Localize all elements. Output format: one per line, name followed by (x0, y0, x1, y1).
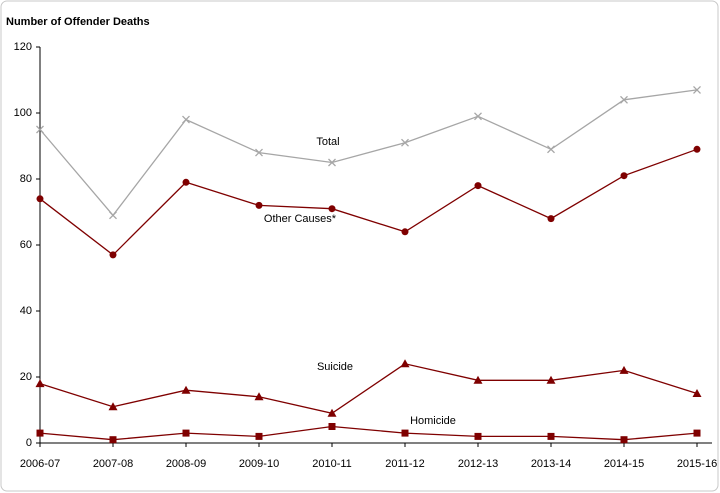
series-line (39, 363, 698, 414)
point (693, 429, 701, 437)
point (401, 429, 409, 437)
y-tick-label: 120 (14, 41, 32, 53)
point (473, 375, 483, 384)
series-line (39, 89, 698, 217)
series-line (39, 148, 698, 256)
point (109, 211, 117, 220)
point (328, 205, 336, 213)
series-line (39, 425, 698, 441)
point (255, 432, 263, 440)
point (328, 158, 336, 167)
y-tick-label: 20 (20, 371, 32, 383)
point (474, 182, 482, 190)
point (328, 423, 336, 430)
point (182, 115, 190, 124)
point (182, 178, 190, 186)
y-tick-label: 0 (26, 437, 32, 449)
point (401, 138, 409, 147)
point (254, 392, 264, 401)
point (400, 359, 410, 368)
point (547, 432, 555, 440)
y-tick-label: 80 (20, 173, 32, 185)
x-tick-label: 2008-09 (166, 458, 206, 470)
point (255, 201, 263, 209)
point (620, 95, 628, 104)
series-label: Total (316, 136, 339, 148)
point (401, 228, 409, 236)
point (35, 379, 45, 388)
x-tick-label: 2006-07 (20, 458, 60, 470)
point (108, 402, 118, 411)
x-tick-label: 2007-08 (93, 458, 133, 470)
x-tick-label: 2010-11 (312, 458, 352, 470)
point (620, 172, 628, 180)
y-tick-label: 40 (20, 305, 32, 317)
x-tick-label: 2009-10 (239, 458, 279, 470)
point (181, 385, 191, 394)
series-label: Suicide (317, 361, 353, 373)
point (546, 375, 556, 384)
y-tick-label: 100 (14, 107, 32, 119)
x-tick-label: 2012-13 (458, 458, 498, 470)
point (36, 429, 44, 437)
chart-title: Number of Offender Deaths (6, 16, 150, 28)
point (474, 432, 482, 440)
x-tick-label: 2011-12 (385, 458, 425, 470)
series-label: Homicide (410, 415, 456, 427)
point (327, 408, 337, 417)
y-tick-label: 60 (20, 239, 32, 251)
point (620, 436, 628, 444)
point (547, 145, 555, 154)
point (109, 251, 117, 259)
point (619, 365, 629, 374)
point (182, 429, 190, 437)
point (36, 125, 44, 134)
x-tick-label: 2015-16 (677, 458, 717, 470)
point (109, 436, 117, 444)
point (474, 112, 482, 121)
point (547, 215, 555, 223)
x-tick-label: 2013-14 (531, 458, 571, 470)
point (255, 148, 263, 157)
series-label: Other Causes* (264, 213, 337, 225)
point (693, 85, 701, 94)
point (693, 145, 701, 153)
x-tick-label: 2014-15 (604, 458, 644, 470)
point (692, 389, 702, 397)
point (36, 195, 44, 203)
